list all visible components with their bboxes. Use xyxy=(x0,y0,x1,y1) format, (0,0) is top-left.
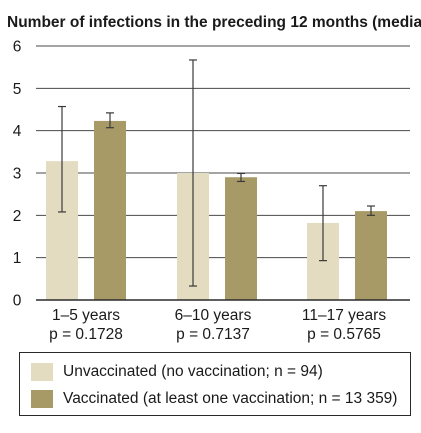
p-value-label: p = 0.5765 xyxy=(307,326,381,343)
bar-vaccinated xyxy=(355,211,387,300)
bar-vaccinated xyxy=(225,177,257,300)
p-value-label: p = 0.1728 xyxy=(49,326,123,343)
error-bar xyxy=(237,172,245,183)
category-label: 6–10 years xyxy=(175,307,252,324)
legend-item-vaccinated: Vaccinated (at least one vaccination; n … xyxy=(31,389,397,409)
error-bar xyxy=(106,112,114,129)
y-tick-label: 6 xyxy=(13,39,22,56)
y-tick-label: 3 xyxy=(13,166,22,183)
legend: Unvaccinated (no vaccination; n = 94) Va… xyxy=(19,352,411,416)
legend-swatch-unvaccinated xyxy=(31,363,53,381)
grid-lines xyxy=(36,45,410,259)
y-tick-label: 4 xyxy=(13,123,22,140)
y-axis-ticks: 0 1 2 3 4 5 6 xyxy=(13,39,22,310)
error-bar xyxy=(189,59,197,287)
legend-label-vaccinated: Vaccinated (at least one vaccination; n … xyxy=(63,390,398,407)
error-bars xyxy=(58,59,375,287)
legend-swatch-vaccinated xyxy=(31,390,53,408)
y-tick-label: 2 xyxy=(13,208,22,225)
category-label: 11–17 years xyxy=(302,307,386,324)
bar-vaccinated xyxy=(94,120,126,301)
bars xyxy=(46,120,387,301)
chart-title: Number of infections in the preceding 12… xyxy=(7,14,421,31)
p-value-label: p = 0.7137 xyxy=(176,326,250,343)
legend-item-unvaccinated: Unvaccinated (no vaccination; n = 94) xyxy=(31,362,323,382)
error-bar xyxy=(367,205,375,216)
y-tick-label: 1 xyxy=(13,250,22,267)
y-tick-label: 0 xyxy=(13,293,22,310)
error-bar xyxy=(319,185,327,262)
category-label: 1–5 years xyxy=(52,307,120,324)
error-bar xyxy=(58,105,66,213)
y-tick-label: 5 xyxy=(13,81,22,98)
category-labels: 1–5 years p = 0.1728 6–10 years p = 0.7137 1… xyxy=(49,307,386,343)
legend-label-unvaccinated: Unvaccinated (no vaccination; n = 94) xyxy=(63,363,323,380)
